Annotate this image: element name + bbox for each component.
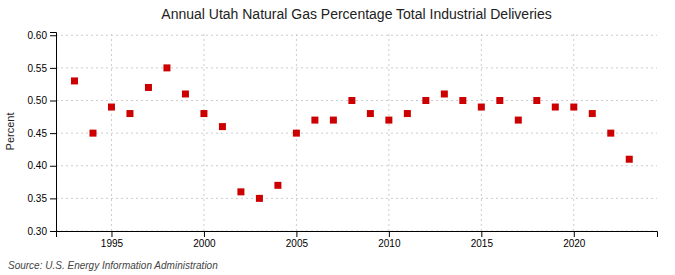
y-tick: 0.55 [28, 63, 56, 74]
point [182, 90, 189, 97]
y-tick-mark [50, 101, 56, 102]
point [552, 104, 559, 111]
x-tick-mark [389, 231, 390, 237]
grid [56, 32, 657, 231]
y-tick-mark [50, 35, 56, 36]
y-tick: 0.40 [28, 160, 56, 171]
x-tick: 2005 [286, 231, 309, 249]
point [219, 123, 226, 130]
x-axis-line [57, 232, 658, 238]
x-tick: 1995 [101, 231, 124, 249]
point [626, 156, 633, 163]
y-tick-label: 0.40 [28, 160, 48, 171]
point [607, 130, 614, 137]
points [71, 64, 633, 201]
grid-line-y [56, 35, 657, 36]
x-tick-label: 2015 [471, 238, 494, 249]
point [589, 110, 596, 117]
y-tick: 0.60 [28, 30, 56, 41]
y-tick: 0.45 [28, 128, 56, 139]
y-tick-label: 0.35 [28, 193, 48, 204]
grid-line-x [573, 32, 574, 231]
grid-line-y [56, 100, 657, 101]
y-tick: 0.30 [28, 226, 56, 237]
point [256, 195, 263, 202]
point [478, 104, 485, 111]
x-tick-label: 2020 [563, 238, 586, 249]
point [274, 182, 281, 189]
source-note: Source: U.S. Energy Information Administ… [8, 260, 218, 271]
y-tick-label: 0.50 [28, 95, 48, 106]
y-tick-label: 0.60 [28, 30, 48, 41]
point [163, 64, 170, 71]
y-tick-label: 0.45 [28, 128, 48, 139]
point [533, 97, 540, 104]
y-tick: 0.50 [28, 95, 56, 106]
point [404, 110, 411, 117]
grid-line-y [56, 198, 657, 199]
grid-line-x [203, 32, 204, 231]
point [311, 117, 318, 124]
y-tick-mark [50, 133, 56, 134]
point [89, 130, 96, 137]
x-tick-mark [574, 231, 575, 237]
point [71, 77, 78, 84]
point [145, 84, 152, 91]
grid-line-x [481, 32, 482, 231]
point [108, 104, 115, 111]
point [330, 117, 337, 124]
point [570, 104, 577, 111]
title: Annual Utah Natural Gas Percentage Total… [161, 6, 551, 22]
y-tick-label: 0.55 [28, 63, 48, 74]
x-tick-label: 2010 [378, 238, 401, 249]
y-tick: 0.35 [28, 193, 56, 204]
y-tick-mark [50, 68, 56, 69]
x-tick: 2000 [193, 231, 216, 249]
x-axis: 1995 2000 2005 2010 2015 2020 [57, 231, 658, 249]
x-tick-mark [481, 231, 482, 237]
x-tick-mark [204, 231, 205, 237]
x-tick: 2015 [471, 231, 494, 249]
point [200, 110, 207, 117]
x-tick-label: 1995 [101, 238, 124, 249]
chart: 1995 2000 2005 2010 2015 2020 0.30 0.35 0.40 0.45… [0, 0, 675, 275]
point [515, 117, 522, 124]
point [496, 97, 503, 104]
y-axis-title: Percent [4, 113, 16, 151]
point [459, 97, 466, 104]
grid-line-y [56, 133, 657, 134]
y-axis: 0.30 0.35 0.40 0.45 0.50 0.55 0.60 [28, 30, 57, 237]
point [385, 117, 392, 124]
point [293, 130, 300, 137]
y-tick-mark [50, 198, 56, 199]
point [348, 97, 355, 104]
grid-line-y [56, 67, 657, 68]
x-tick: 2010 [378, 231, 401, 249]
x-tick-label: 2000 [193, 238, 216, 249]
x-tick-mark [111, 231, 112, 237]
x-tick: 2020 [563, 231, 586, 249]
grid-line-y [56, 165, 657, 166]
point [237, 188, 244, 195]
x-tick-label: 2005 [286, 238, 309, 249]
point [422, 97, 429, 104]
y-tick-label: 0.30 [28, 226, 48, 237]
grid-line-x [388, 32, 389, 231]
point [126, 110, 133, 117]
y-tick-mark [50, 231, 56, 232]
y-tick-mark [50, 166, 56, 167]
point [441, 90, 448, 97]
y-axis-line [50, 33, 57, 232]
point [367, 110, 374, 117]
x-tick-mark [296, 231, 297, 237]
grid-line-x [111, 32, 112, 231]
